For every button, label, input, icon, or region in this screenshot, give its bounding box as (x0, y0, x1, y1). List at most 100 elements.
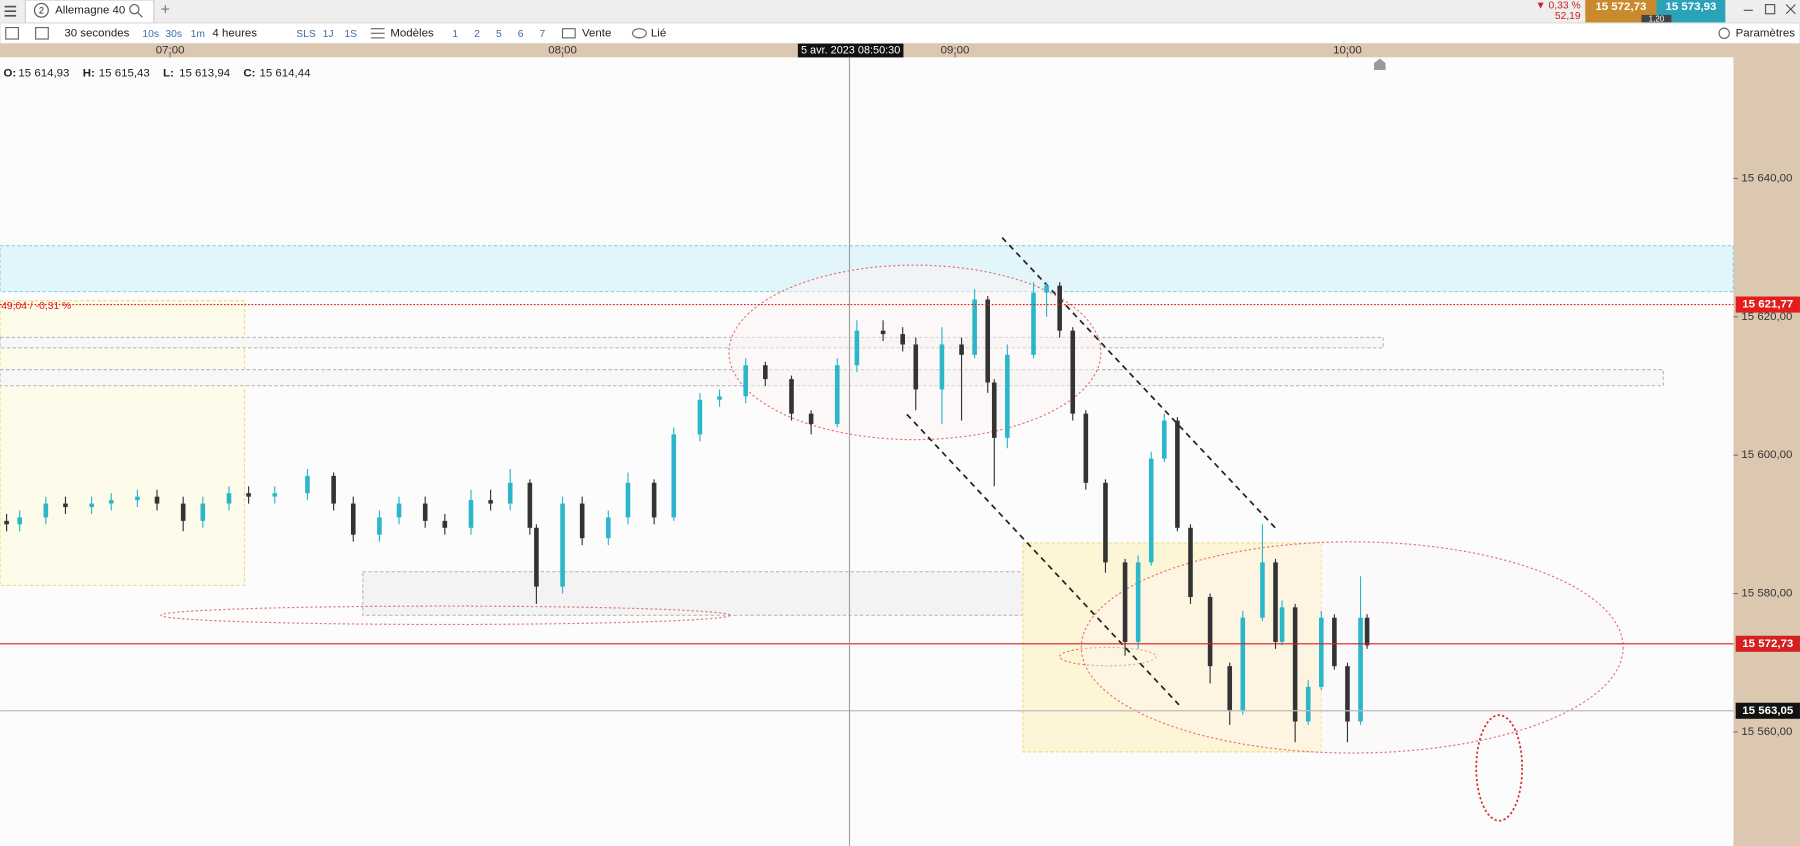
layout-button[interactable]: 6 (518, 29, 524, 40)
candle-body (17, 517, 22, 525)
candle-body (991, 382, 997, 438)
y-tick-label: 15 560,00 (1741, 726, 1792, 738)
candle-body (854, 330, 860, 366)
layout-button[interactable]: 7 (540, 29, 546, 40)
candle-body (1240, 617, 1246, 712)
sell-button[interactable] (1585, 0, 1657, 23)
quick-interval[interactable]: 10s (142, 29, 159, 40)
candle-body (1057, 285, 1062, 331)
price-tag-label: 15 572,73 (1742, 638, 1793, 650)
candle-body (913, 344, 919, 390)
candle-body (880, 330, 886, 335)
search-icon[interactable] (129, 4, 143, 18)
new-tab-button[interactable]: + (161, 1, 170, 19)
level-zone (0, 336, 1384, 349)
candle-body (108, 500, 114, 504)
candle-body (1279, 607, 1285, 642)
candle-body (396, 503, 402, 518)
bid-price[interactable]: 15 572,73 (1595, 1, 1646, 13)
quick-period[interactable]: 1S (344, 29, 357, 40)
ohlc-legend: O: 15 614,93 H: 15 615,43 L: 15 613,94 C… (3, 67, 311, 79)
candle-body (1319, 617, 1324, 687)
y-tick-label: 15 600,00 (1741, 449, 1792, 461)
quick-interval[interactable]: 1m (191, 29, 205, 40)
legend-value: 15 614,93 (18, 67, 69, 79)
tab-badge (33, 2, 49, 18)
candle-body (180, 503, 186, 521)
instrument-name[interactable]: Allemagne 40 (55, 4, 125, 16)
candle-body (1031, 292, 1036, 355)
spread: 1,20 (1649, 15, 1665, 24)
candle-body (625, 482, 631, 518)
drawings: 49,04 / -0,31 % (0, 237, 1734, 822)
link-icon[interactable] (631, 28, 647, 39)
candle-body (1135, 562, 1141, 642)
interval-select[interactable]: 30 secondes (64, 27, 129, 39)
candle-body (579, 503, 585, 539)
order-button[interactable]: Vente (582, 27, 611, 39)
candle-body (1227, 666, 1233, 712)
chart-marks (0, 282, 1734, 743)
quick-interval[interactable]: 30s (165, 29, 182, 40)
candle-body (89, 503, 94, 508)
title-bar (0, 0, 1800, 23)
candle-body (1305, 686, 1311, 722)
support-zone (362, 571, 1063, 616)
candle-body (1332, 617, 1337, 667)
candle-body (834, 365, 840, 425)
buy-button[interactable] (1656, 0, 1726, 23)
candle-body (671, 434, 677, 518)
candle-body (1273, 562, 1278, 642)
settings-button[interactable]: Paramètres (1736, 27, 1796, 39)
tab-number: 2 (39, 5, 44, 15)
candle-body (350, 503, 356, 535)
scroll-marker[interactable] (1374, 58, 1386, 71)
period-select[interactable]: 4 heures (212, 27, 257, 39)
link-button[interactable]: Lié (651, 27, 666, 39)
window-controls[interactable] (1743, 4, 1796, 15)
ask-price[interactable]: 15 573,93 (1665, 1, 1716, 13)
crosshair-box (797, 43, 904, 58)
x-tick-label: 07:00 (156, 45, 185, 57)
quick-period[interactable]: 1J (323, 29, 334, 40)
layout-button[interactable]: 2 (474, 29, 480, 40)
x-tick-label: 10:00 (1333, 45, 1362, 57)
candle-body (972, 299, 977, 355)
candle-body (305, 475, 310, 494)
legend-value: 15 614,44 (259, 67, 311, 79)
templates-icon[interactable] (370, 28, 385, 39)
toolbar-icon[interactable] (35, 26, 49, 40)
candle-body (560, 503, 565, 587)
candle-body (606, 517, 611, 539)
crosshair-label: 5 avr. 2023 08:50:30 (801, 44, 900, 56)
trend-line (906, 413, 1180, 706)
candle-body (527, 482, 533, 528)
candle-body (1103, 482, 1108, 563)
candle-body (135, 496, 140, 501)
price-tag (1735, 635, 1800, 652)
candle-body (331, 475, 336, 504)
quick-period[interactable]: SLS (296, 29, 316, 40)
layout-button[interactable]: 1 (452, 29, 458, 40)
legend-key: L: (163, 67, 174, 79)
legend-key: H: (83, 67, 95, 79)
settings-icon[interactable] (1718, 27, 1730, 40)
candle-body (1122, 562, 1128, 642)
toolbar-icon[interactable] (5, 26, 19, 40)
candle-body (1260, 562, 1265, 618)
candle-body (226, 493, 232, 504)
candle-body (63, 503, 68, 508)
candle-body (939, 344, 945, 390)
templates-button[interactable]: Modèles (390, 27, 434, 39)
order-icon[interactable] (561, 28, 576, 39)
legend-key: C: (243, 67, 255, 79)
layout-button[interactable]: 5 (496, 29, 502, 40)
menu-button[interactable] (4, 5, 17, 17)
highlight-ellipse (1080, 541, 1624, 754)
candle-body (1358, 617, 1363, 722)
candle-body (1148, 458, 1154, 563)
candle-body (377, 517, 382, 535)
candle-body (1188, 527, 1193, 597)
candle-body (651, 482, 657, 518)
legend-value: 15 613,94 (179, 67, 231, 79)
